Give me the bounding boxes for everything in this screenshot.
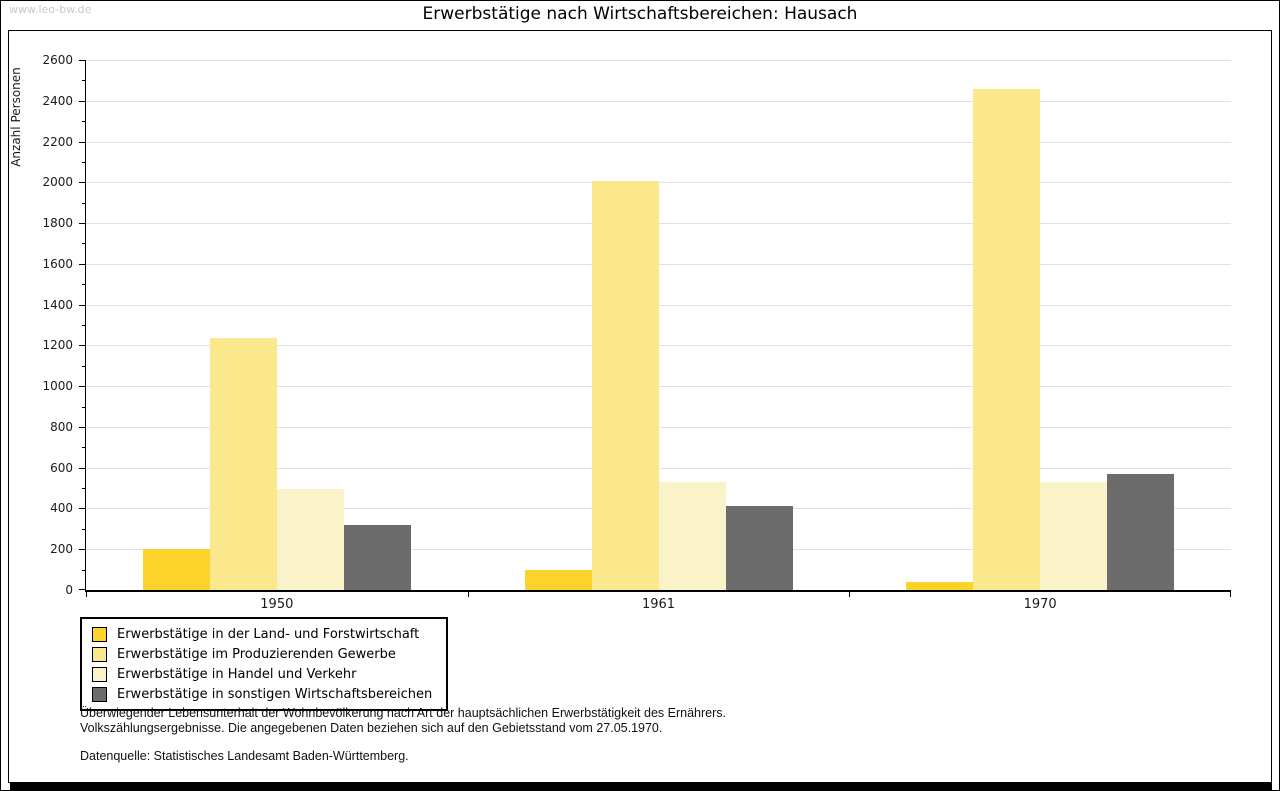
gridline bbox=[86, 182, 1231, 184]
legend-item: Erwerbstätige in der Land- und Forstwirt… bbox=[90, 624, 438, 644]
chart-title: Erwerbstätige nach Wirtschaftsbereichen:… bbox=[422, 4, 858, 24]
y-axis-major-tick bbox=[79, 100, 86, 102]
y-axis-tick-label: 800 bbox=[50, 419, 73, 434]
x-axis-tick bbox=[467, 592, 469, 597]
gridline bbox=[86, 345, 1231, 347]
y-axis-minor-tick bbox=[82, 528, 86, 530]
legend-box: Erwerbstätige in der Land- und Forstwirt… bbox=[80, 617, 448, 711]
y-axis-minor-tick bbox=[82, 325, 86, 326]
x-axis-category-label: 1950 bbox=[260, 597, 294, 612]
gridline bbox=[86, 467, 1231, 469]
y-axis-tick-label: 1000 bbox=[42, 379, 73, 394]
y-axis-minor-tick bbox=[82, 447, 86, 449]
y-axis-tick-label: 1200 bbox=[42, 338, 73, 353]
y-axis-tick-label: 2600 bbox=[42, 53, 73, 67]
bar-1950-series-3 bbox=[276, 489, 344, 590]
y-axis-major-tick bbox=[79, 508, 86, 510]
legend-item: Erwerbstätige im Produzierenden Gewerbe bbox=[90, 644, 438, 664]
bar-1970-series-4 bbox=[1107, 473, 1175, 590]
legend-item: Erwerbstätige in Handel und Verkehr bbox=[90, 664, 438, 684]
y-axis-tick-label: 1600 bbox=[42, 256, 73, 271]
bar-1950-series-4 bbox=[343, 524, 411, 590]
bar-1950-series-1 bbox=[142, 549, 210, 590]
y-axis-tick-label: 2000 bbox=[42, 175, 73, 190]
bar-1961-series-1 bbox=[524, 569, 592, 590]
y-axis-minor-tick bbox=[82, 284, 86, 286]
legend-item-label: Erwerbstätige in Handel und Verkehr bbox=[117, 666, 357, 682]
y-axis-tick-label: 200 bbox=[50, 542, 73, 557]
legend-item-label: Erwerbstätige im Produzierenden Gewerbe bbox=[117, 646, 396, 662]
y-axis-tick-label: 1400 bbox=[42, 297, 73, 312]
y-axis-major-tick bbox=[79, 263, 86, 265]
y-axis-tick-label: 1800 bbox=[42, 216, 73, 231]
y-axis-major-tick bbox=[79, 345, 86, 347]
gridline bbox=[86, 263, 1231, 265]
x-axis-category-label: 1961 bbox=[641, 597, 676, 612]
bar-1961-series-3 bbox=[658, 481, 726, 590]
y-axis-tick-label: 600 bbox=[50, 460, 73, 475]
y-axis-major-tick bbox=[79, 426, 86, 428]
y-axis-minor-tick bbox=[82, 488, 86, 490]
y-axis-major-tick bbox=[79, 549, 86, 551]
bar-1961-series-4 bbox=[725, 506, 793, 590]
y-axis-major-tick bbox=[79, 467, 86, 469]
legend-color-swatch bbox=[92, 686, 107, 702]
y-axis-major-tick bbox=[79, 141, 86, 143]
bar-1950-series-2 bbox=[209, 338, 277, 590]
bar-1970-series-2 bbox=[973, 88, 1041, 590]
x-axis-tick bbox=[86, 592, 87, 597]
legend-color-swatch bbox=[92, 646, 107, 662]
gridline bbox=[86, 60, 1231, 61]
footnote-line-2: Volkszählungsergebnisse. Die angegebenen… bbox=[80, 721, 663, 735]
bar-1970-series-1 bbox=[906, 581, 974, 590]
y-axis-major-tick bbox=[79, 60, 86, 61]
legend-item-label: Erwerbstätige in sonstigen Wirtschaftsbe… bbox=[117, 686, 433, 702]
footnote-text: Überwiegender Lebensunterhalt der Wohnbe… bbox=[80, 706, 726, 736]
legend-item: Erwerbstätige in sonstigen Wirtschaftsbe… bbox=[90, 684, 438, 704]
x-axis-tick bbox=[849, 592, 851, 597]
footnote-line-1: Überwiegender Lebensunterhalt der Wohnbe… bbox=[80, 706, 726, 720]
watermark-url: www.leo-bw.de bbox=[9, 3, 92, 16]
y-axis-major-tick bbox=[79, 386, 86, 388]
y-axis-minor-tick bbox=[82, 121, 86, 123]
y-axis-tick-label: 400 bbox=[50, 501, 73, 516]
gridline bbox=[86, 386, 1231, 388]
y-axis-minor-tick bbox=[82, 202, 86, 204]
y-axis-minor-tick bbox=[82, 569, 86, 571]
gridline bbox=[86, 141, 1231, 143]
y-axis-title: Anzahl Personen bbox=[9, 67, 23, 167]
y-axis-minor-tick bbox=[82, 243, 86, 245]
x-axis-category-label: 1970 bbox=[1023, 597, 1057, 612]
y-axis-major-tick bbox=[79, 589, 86, 590]
y-axis-tick-label: 2400 bbox=[42, 93, 73, 108]
y-axis-minor-tick bbox=[82, 406, 86, 408]
bottom-border-bar bbox=[10, 783, 1272, 790]
y-axis-tick-label: 2200 bbox=[42, 134, 73, 149]
legend-color-swatch bbox=[92, 626, 107, 642]
y-axis-tick-label: 0 bbox=[65, 583, 73, 597]
legend-item-label: Erwerbstätige in der Land- und Forstwirt… bbox=[117, 626, 420, 642]
y-axis-minor-tick bbox=[82, 365, 86, 367]
y-axis-minor-tick bbox=[82, 161, 86, 163]
gridline bbox=[86, 426, 1231, 428]
bar-1970-series-3 bbox=[1040, 481, 1108, 590]
gridline bbox=[86, 100, 1231, 102]
y-axis-major-tick bbox=[79, 304, 86, 306]
legend-color-swatch bbox=[92, 666, 107, 682]
gridline bbox=[86, 223, 1231, 225]
bar-1961-series-2 bbox=[591, 181, 659, 590]
data-source-text: Datenquelle: Statistisches Landesamt Bad… bbox=[80, 749, 409, 763]
x-axis-tick bbox=[1230, 592, 1231, 597]
gridline bbox=[86, 304, 1231, 306]
plot-area: 0 200 400 600 800 1000 1200 1400 1600 1800 2000 220… bbox=[42, 53, 1231, 612]
y-axis-minor-tick bbox=[82, 80, 86, 82]
y-axis-major-tick bbox=[79, 223, 86, 225]
y-axis-major-tick bbox=[79, 182, 86, 184]
